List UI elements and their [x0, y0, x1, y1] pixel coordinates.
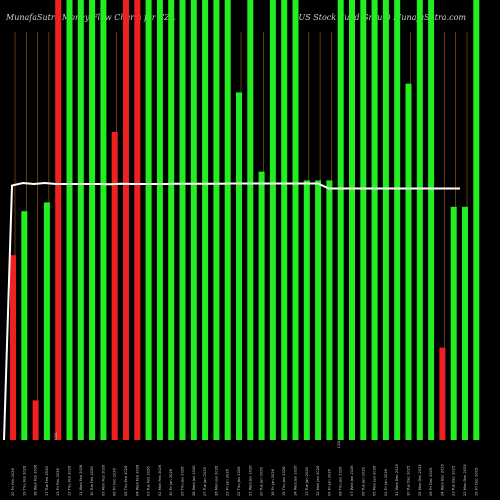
- x-tick-label-17: 27 Tue Jan 2026: [203, 466, 207, 496]
- x-tick-label-4: 13 Fri Feb 2026: [56, 467, 60, 496]
- bar-13: [156, 0, 163, 440]
- x-tick-label-8: 09 Mon Feb 2026: [101, 464, 105, 496]
- bar-11: [134, 0, 141, 440]
- x-tick-label-6: 11 Wed Feb 2026: [79, 464, 83, 496]
- bar-18: [213, 0, 220, 440]
- bar-33: [382, 0, 389, 440]
- x-tick-label-39: 23 Tue Dec 2025: [452, 466, 456, 496]
- x-tick-label-35: 30 Tue Dec 2025: [407, 466, 411, 496]
- money-flow-line: [3, 181, 460, 441]
- money-flow-line-path: [3, 181, 460, 441]
- x-tick-label-13: 02 Mon Feb 2026: [158, 464, 162, 496]
- bar-14: [168, 0, 175, 440]
- bar-20: [236, 92, 242, 441]
- bars: [10, 0, 480, 441]
- x-tick-label-12: 03 Tue Feb 2026: [147, 466, 151, 496]
- bar-5: [66, 0, 73, 440]
- x-tick-label-28: 09 Fri Jan 2026: [327, 468, 331, 496]
- bar-31: [360, 0, 367, 440]
- bar-24: [281, 0, 288, 440]
- bar-27: [315, 180, 322, 440]
- x-tick-label-2: 18 Wed Feb 2026: [34, 464, 38, 496]
- bar-2: [32, 400, 39, 440]
- bar-10: [123, 0, 129, 440]
- bar-29: [337, 0, 344, 440]
- bar-15: [179, 0, 186, 440]
- chart-title-right: (US Stock Fund Group) MunafaSutra.com: [295, 13, 466, 22]
- mid-label-1: CZA: [337, 440, 341, 448]
- bar-16: [190, 0, 197, 440]
- x-tick-label-25: 14 Wed Jan 2026: [294, 465, 298, 496]
- x-tick-label-20: 22 Thu Jan 2026: [237, 466, 241, 496]
- bar-1: [21, 211, 28, 440]
- x-tick-label-19: 23 Fri Jan 2026: [226, 468, 230, 496]
- x-tick-label-3: 17 Tue Feb 2026: [45, 466, 49, 496]
- bar-9: [111, 132, 118, 440]
- bar-6: [77, 0, 84, 440]
- bar-35: [405, 83, 412, 440]
- x-tick-label-10: 05 Thu Feb 2026: [124, 465, 128, 496]
- bar-37: [428, 0, 435, 440]
- x-tick-label-7: 10 Tue Feb 2026: [90, 466, 94, 496]
- bar-3: [43, 202, 50, 440]
- x-tick-label-34: 31 Wed Dec 2025: [395, 464, 399, 496]
- x-tick-label-23: 16 Fri Jan 2026: [271, 468, 275, 496]
- x-tick-label-15: 29 Thu Jan 2026: [181, 466, 185, 496]
- bar-21: [247, 0, 254, 440]
- bar-41: [473, 0, 480, 440]
- x-tick-label-36: 29 Mon Dec 2025: [418, 464, 422, 496]
- x-tick-label-40: 22 Mon Dec 2025: [463, 464, 467, 496]
- x-tick-label-26: 13 Tue Jan 2026: [305, 466, 309, 496]
- bar-32: [371, 0, 378, 440]
- bar-17: [202, 0, 209, 440]
- bar-28: [326, 180, 333, 440]
- bar-36: [416, 0, 423, 440]
- bar-19: [224, 0, 231, 440]
- x-axis-labels: 20 Fri Feb 2026 19 Thu Feb 2026 18 Wed Feb…: [11, 432, 478, 496]
- x-tick-label-14: 30 Fri Jan 2026: [169, 468, 173, 496]
- x-tick-label-29: 08 Thu Jan 2026: [339, 466, 343, 496]
- bar-25: [292, 0, 299, 440]
- bar-12: [145, 0, 152, 440]
- x-tick-label-37: 26 Fri Dec 2025: [429, 468, 433, 496]
- x-tick-label-18: 26 Mon Jan 2026: [214, 465, 218, 496]
- bar-26: [303, 180, 310, 440]
- x-tick-label-41: 19 Fri Dec 2025: [474, 468, 478, 496]
- x-tick-label-38: 24 Wed Dec 2025: [440, 464, 444, 496]
- x-tick-label-5: 12 Thu Feb 2026: [68, 465, 72, 496]
- x-tick-label-33: 02 Fri Jan 2026: [384, 468, 388, 496]
- bar-39: [450, 206, 457, 440]
- bar-38: [439, 347, 446, 440]
- bar-23: [269, 0, 276, 440]
- x-tick-label-16: 28 Wed Jan 2026: [192, 465, 196, 496]
- x-tick-label-11: 04 Wed Feb 2026: [135, 464, 139, 496]
- bar-4: [55, 0, 62, 440]
- x-tick-label-24: 15 Thu Jan 2026: [282, 466, 286, 496]
- x-tick-label-0: 20 Fri Feb 2026: [11, 467, 15, 496]
- x-tick-label-30: 07 Wed Jan 2026: [350, 465, 354, 496]
- bar-7: [89, 0, 96, 440]
- x-tick-label-22: 20 Tue Jan 2026: [260, 466, 264, 496]
- bar-22: [258, 171, 265, 440]
- x-tick-label-31: 06 Tue Jan 2026: [361, 466, 365, 496]
- bar-8: [100, 0, 107, 440]
- x-tick-label-32: 05 Mon Jan 2026: [373, 465, 377, 496]
- bar-34: [394, 0, 401, 440]
- x-tick-label-1: 19 Thu Feb 2026: [22, 465, 26, 496]
- bar-30: [349, 0, 355, 440]
- bar-40: [462, 206, 468, 440]
- x-tick-label-9: 06 Fri Feb 2026: [113, 467, 117, 496]
- mid-label-0: CZA: [54, 432, 58, 440]
- x-tick-label-27: 12 Mon Jan 2026: [316, 465, 320, 496]
- bar-0: [10, 255, 16, 440]
- x-tick-label-21: 21 Wed Jan 2026: [248, 465, 252, 496]
